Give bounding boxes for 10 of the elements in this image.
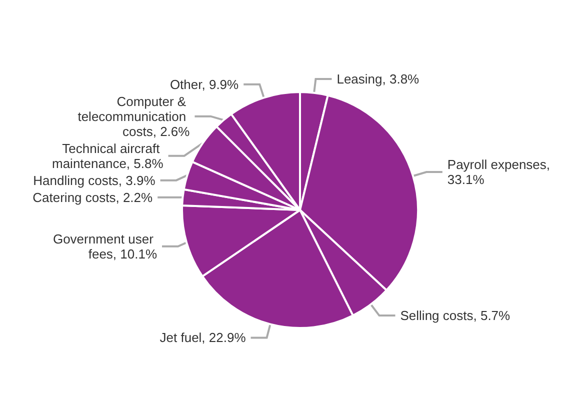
slice-label: Payroll expenses, 33.1% bbox=[447, 156, 554, 187]
slice-label: Other, 9.9% bbox=[170, 76, 240, 92]
slice-label: Technical aircraft maintenance, 5.8% bbox=[52, 140, 164, 171]
slice-label: Catering costs, 2.2% bbox=[32, 190, 154, 205]
slice-label: Handling costs, 3.9% bbox=[33, 172, 156, 188]
slice-label: Selling costs, 5.7% bbox=[400, 308, 511, 324]
slice-label: Government user fees, 10.1% bbox=[52, 231, 158, 262]
slice-label: Jet fuel, 22.9% bbox=[160, 330, 246, 346]
slice-label: Leasing, 3.8% bbox=[336, 71, 420, 86]
slice-label: Computer & telecommunication costs, 2.6% bbox=[78, 94, 190, 139]
